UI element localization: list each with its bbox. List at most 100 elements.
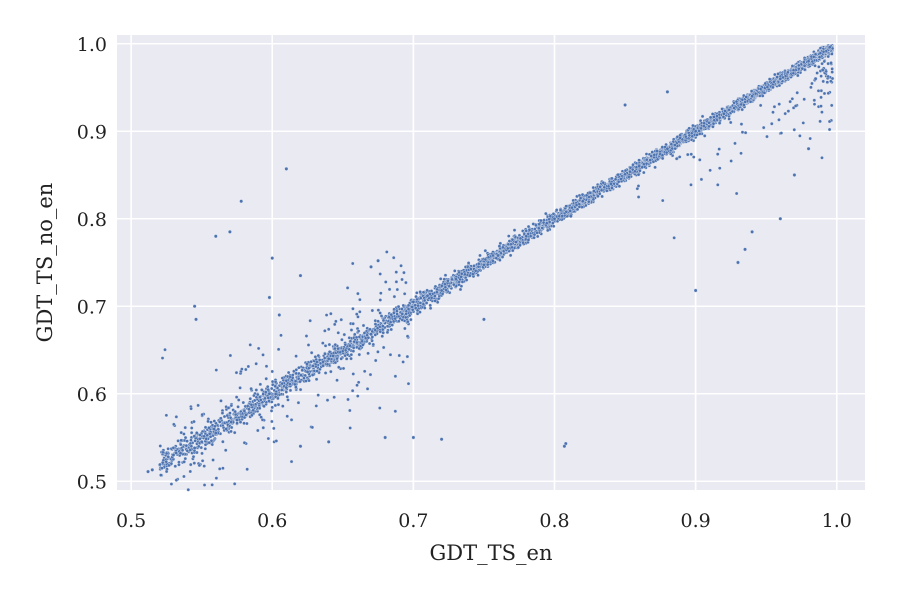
data-point (355, 383, 359, 387)
data-point (255, 392, 260, 397)
data-point (672, 236, 676, 240)
data-point (344, 357, 349, 361)
data-point (786, 109, 791, 113)
data-point (289, 459, 294, 464)
data-point (537, 222, 541, 227)
data-point (273, 403, 278, 408)
data-point (571, 198, 575, 203)
data-point (182, 474, 186, 479)
data-point (235, 421, 239, 425)
data-point (327, 342, 332, 347)
data-point (357, 352, 362, 357)
data-point (373, 318, 378, 323)
data-point (826, 61, 830, 66)
data-point (189, 462, 193, 467)
data-point (289, 418, 294, 422)
data-point (540, 226, 545, 230)
data-point (708, 168, 712, 173)
data-point (507, 234, 511, 238)
data-point (266, 436, 271, 441)
data-point (234, 370, 239, 375)
data-point (698, 158, 702, 162)
data-point (739, 151, 743, 156)
data-point (817, 65, 821, 69)
data-point (310, 425, 315, 430)
data-point (244, 367, 248, 372)
data-point (405, 354, 410, 359)
data-point (403, 326, 407, 331)
data-point (773, 72, 777, 77)
data-point (770, 122, 774, 126)
data-point (217, 420, 222, 424)
data-point (717, 121, 722, 125)
data-point (717, 147, 721, 151)
data-point (385, 330, 390, 335)
data-point (822, 59, 827, 64)
data-point (674, 156, 679, 161)
data-point (169, 482, 174, 486)
data-point (356, 394, 360, 398)
data-point (176, 439, 180, 443)
data-point (298, 387, 303, 392)
data-point (313, 355, 318, 359)
data-point (819, 95, 823, 100)
data-point (334, 319, 338, 324)
data-point (691, 123, 695, 128)
data-point (711, 124, 715, 129)
data-point (183, 425, 187, 430)
data-point (795, 91, 799, 95)
data-point (813, 64, 817, 68)
data-point (197, 463, 202, 468)
data-point (332, 395, 336, 399)
data-point (332, 322, 337, 327)
data-point (214, 368, 219, 372)
data-point (293, 379, 298, 383)
data-point (219, 399, 223, 403)
data-point (390, 323, 395, 327)
data-point (596, 194, 600, 198)
data-point (329, 369, 333, 374)
data-point (378, 298, 383, 302)
data-point (819, 74, 823, 78)
data-point (734, 191, 739, 196)
data-point (323, 329, 327, 333)
data-point (339, 317, 343, 322)
data-point (177, 462, 181, 467)
data-point (361, 343, 365, 347)
data-point (260, 388, 264, 392)
data-point (311, 364, 315, 368)
data-point (792, 127, 797, 132)
data-point (508, 253, 513, 258)
data-point (818, 119, 822, 124)
data-point (316, 393, 320, 397)
data-point (406, 319, 410, 324)
data-point (307, 366, 311, 371)
data-point (242, 441, 247, 445)
data-point (316, 353, 321, 358)
data-point (172, 422, 176, 427)
data-point (421, 290, 426, 295)
data-point (348, 426, 352, 430)
data-point (546, 228, 550, 233)
data-point (777, 102, 781, 106)
data-point (191, 454, 196, 459)
data-point (234, 395, 239, 399)
data-point (650, 150, 655, 154)
data-point (471, 272, 475, 276)
data-point (381, 330, 385, 335)
data-point (270, 379, 275, 384)
data-point (342, 332, 347, 337)
data-point (718, 166, 722, 170)
data-point (171, 446, 176, 450)
data-point (314, 377, 319, 382)
data-point (323, 371, 328, 375)
data-point (404, 312, 408, 316)
data-point (466, 261, 471, 265)
data-point (783, 111, 787, 116)
data-point (296, 400, 301, 405)
data-point (477, 262, 481, 266)
data-point (544, 211, 548, 216)
data-point (254, 362, 258, 366)
data-point (183, 435, 188, 440)
